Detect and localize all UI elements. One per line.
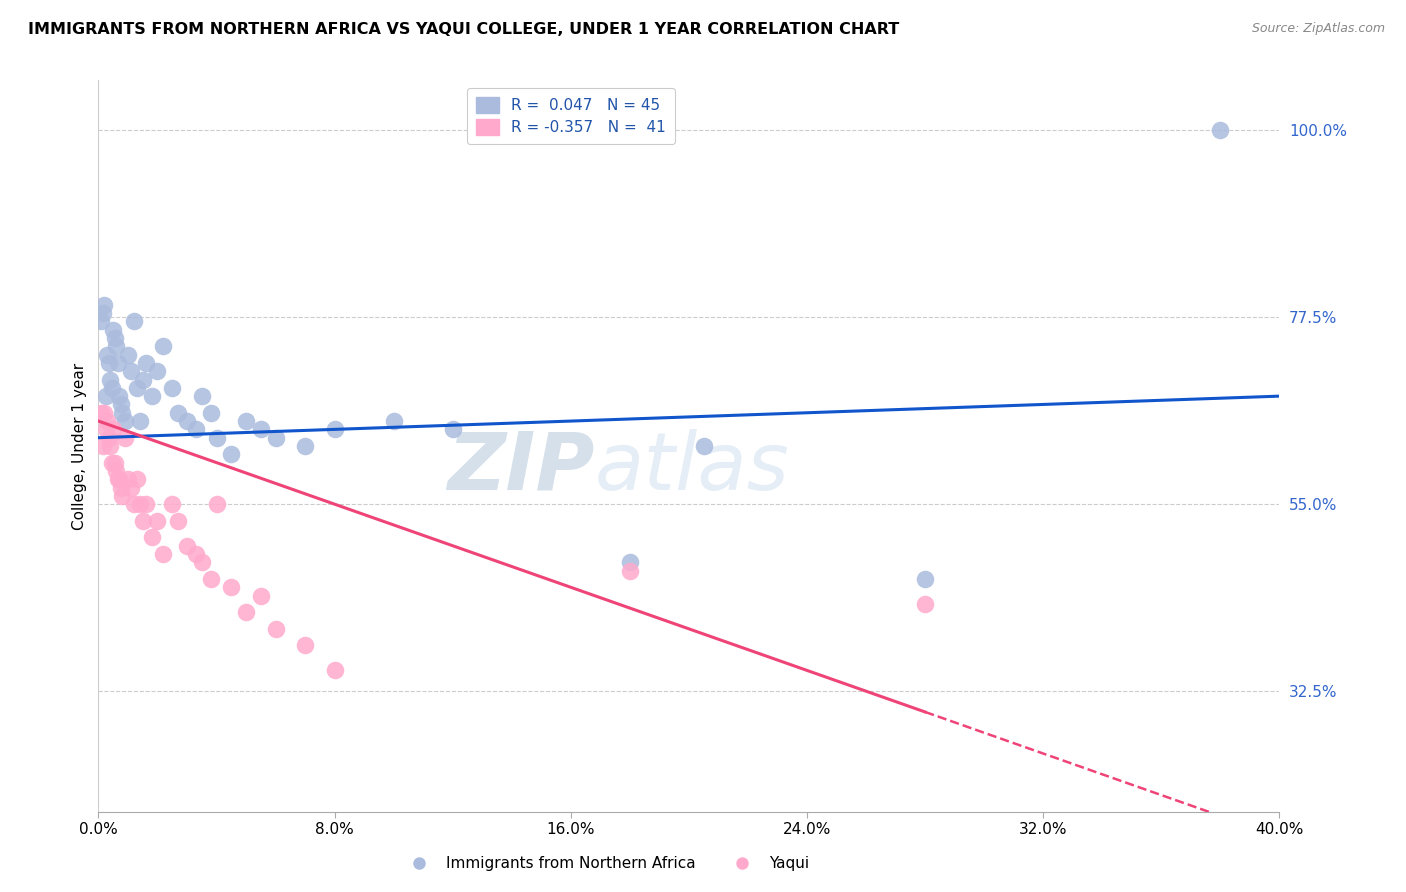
Point [91,439,114,453]
Point [125,472,148,486]
Point [105,339,128,353]
Point [132,514,155,528]
Point [152,547,174,561]
Point [132,372,155,386]
Point [107,472,129,486]
Point [98,372,121,386]
Point [108,472,131,486]
Point [110,397,132,411]
Point [221,580,243,594]
Point [103,422,125,436]
Point [191,389,214,403]
Point [152,339,174,353]
Point [619,564,641,578]
Point [221,447,243,461]
Point [250,589,273,603]
Point [264,622,287,636]
Point [94,422,117,436]
Point [107,356,129,370]
Point [141,389,163,403]
Point [294,439,316,453]
Point [103,323,125,337]
Point [184,547,207,561]
Point [94,389,117,403]
Point [235,414,257,428]
Point [135,356,157,370]
Point [110,481,132,495]
Point [117,348,139,362]
Point [104,331,127,345]
Point [90,406,112,420]
Point [120,481,142,495]
Point [90,314,112,328]
Point [93,298,115,312]
Point [104,456,127,470]
Point [122,314,145,328]
Point [264,431,287,445]
Text: IMMIGRANTS FROM NORTHERN AFRICA VS YAQUI COLLEGE, UNDER 1 YEAR CORRELATION CHART: IMMIGRANTS FROM NORTHERN AFRICA VS YAQUI… [28,22,900,37]
Point [96,414,118,428]
Point [441,422,464,436]
Point [141,530,163,544]
Point [382,414,405,428]
Point [184,422,207,436]
Legend: Immigrants from Northern Africa, Yaqui: Immigrants from Northern Africa, Yaqui [398,850,815,877]
Point [294,639,316,653]
Point [323,422,346,436]
Text: Source: ZipAtlas.com: Source: ZipAtlas.com [1251,22,1385,36]
Point [122,497,145,511]
Point [93,406,115,420]
Point [97,431,120,445]
Point [111,489,134,503]
Point [323,664,346,678]
Point [114,414,136,428]
Point [693,439,716,453]
Point [105,464,128,478]
Point [235,605,257,619]
Point [128,497,150,511]
Point [1209,123,1232,137]
Point [200,406,222,420]
Point [205,497,228,511]
Point [167,514,190,528]
Point [914,597,936,611]
Point [914,572,936,586]
Point [117,472,139,486]
Point [108,389,131,403]
Point [100,456,122,470]
Point [619,555,641,569]
Point [97,356,120,370]
Point [162,497,183,511]
Point [111,406,134,420]
Point [205,431,228,445]
Point [191,555,214,569]
Point [100,381,122,395]
Point [135,497,157,511]
Point [91,306,114,320]
Point [176,539,198,553]
Point [128,414,150,428]
Point [162,381,183,395]
Point [176,414,198,428]
Point [98,439,121,453]
Text: ZIP: ZIP [447,429,595,507]
Point [250,422,273,436]
Point [200,572,222,586]
Y-axis label: College, Under 1 year: College, Under 1 year [72,362,87,530]
Point [114,431,136,445]
Point [146,514,169,528]
Point [96,348,118,362]
Point [125,381,148,395]
Point [120,364,142,378]
Text: atlas: atlas [595,429,789,507]
Point [146,364,169,378]
Point [167,406,190,420]
